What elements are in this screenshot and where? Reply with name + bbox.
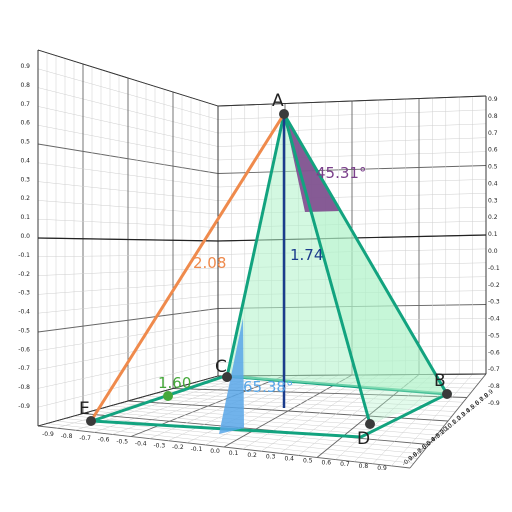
tick-label: 0.0	[488, 248, 498, 255]
edge-ad	[282, 113, 372, 425]
label-c: C	[215, 357, 227, 377]
segment-ae	[89, 113, 286, 422]
tick-label: -0.6	[18, 346, 30, 353]
tick-label: -0.8	[488, 383, 500, 390]
tick-label: -0.3	[488, 299, 500, 306]
tick-label: -0.2	[488, 282, 500, 289]
tick-label: 0.2	[451, 415, 463, 427]
point-d[interactable]	[365, 419, 375, 429]
label-e: E	[79, 399, 90, 419]
angle-label-apex: 45.31°	[316, 164, 366, 182]
point-e[interactable]	[86, 416, 96, 426]
tick-label: 0.4	[488, 180, 498, 187]
tick-label: -0.4	[135, 440, 147, 447]
tick-label: 0.3	[266, 454, 276, 461]
tick-label: 0.0	[20, 233, 30, 240]
tick-label: 0.6	[20, 120, 30, 127]
tick-label: 0.0	[442, 422, 454, 434]
tick-label: -0.5	[116, 439, 128, 446]
tick-label: -0.1	[488, 265, 500, 272]
tick-label: 0.4	[460, 407, 472, 419]
tick-label: 0.2	[20, 195, 30, 202]
tick-label: -0.5	[488, 332, 500, 339]
label-d: D	[357, 429, 370, 449]
tick-label: 0.7	[488, 130, 498, 137]
tick-label: -0.7	[79, 435, 91, 442]
tick-label: 0.9	[488, 96, 498, 103]
tick-label: 0.1	[229, 450, 239, 457]
tick-label: 0.4	[284, 456, 294, 463]
point-b[interactable]	[442, 389, 452, 399]
point-a[interactable]	[279, 109, 289, 119]
tick-label: 0.1	[20, 214, 30, 221]
tick-label: -0.2	[18, 271, 30, 278]
tick-label: 0.8	[359, 463, 369, 470]
tick-label: -0.5	[18, 327, 30, 334]
tick-label: 0.9	[20, 63, 30, 70]
length-label-height: 1.74	[290, 246, 323, 264]
tick-label: 0.0	[210, 448, 220, 455]
tick-label: 0.6	[488, 147, 498, 154]
tick-label: 0.3	[456, 411, 468, 423]
tick-label: -0.3	[18, 290, 30, 297]
tick-label: -0.2	[172, 444, 184, 451]
tick-label: 0.8	[488, 113, 498, 120]
edge-ab	[282, 113, 449, 395]
midpoint-marker[interactable]	[163, 391, 173, 401]
label-a: A	[272, 91, 284, 111]
tick-label: 0.2	[488, 214, 498, 221]
tick-label: -0.3	[153, 442, 165, 449]
tick-label: -0.8	[61, 433, 73, 440]
tick-label: 0.6	[322, 459, 332, 466]
tick-label: 0.9	[377, 465, 387, 472]
pyramid-face-acb	[227, 114, 447, 394]
tick-label: 0.5	[303, 457, 313, 464]
tick-label: 0.8	[478, 392, 490, 404]
edge-ac	[225, 113, 286, 378]
length-label-green: 1.60	[158, 374, 191, 392]
axis-tick-labels: 0.90.80.70.60.50.40.30.20.10.0-0.1-0.2-0…	[18, 63, 500, 472]
tick-label: 0.7	[340, 461, 350, 468]
tick-label: -0.9	[42, 431, 54, 438]
tick-label: 0.6	[469, 399, 481, 411]
tick-label: -0.6	[488, 349, 500, 356]
angle-label-base: 65.38°	[243, 378, 293, 396]
tick-label: -0.4	[18, 309, 30, 316]
tick-label: -0.4	[488, 316, 500, 323]
tick-label: 0.7	[474, 396, 486, 408]
tick-label: 0.4	[20, 157, 30, 164]
tick-label: -0.7	[488, 366, 500, 373]
tick-label: 0.9	[483, 388, 495, 400]
tick-label: 0.5	[465, 403, 477, 415]
tick-label: 0.1	[488, 231, 498, 238]
tick-label: -0.9	[18, 403, 30, 410]
tick-label: -0.9	[488, 400, 500, 407]
tick-label: -0.7	[18, 365, 30, 372]
tick-label: 0.3	[20, 176, 30, 183]
tick-label: 0.3	[488, 197, 498, 204]
tick-label: 0.2	[247, 452, 257, 459]
tick-label: -0.6	[98, 437, 110, 444]
tick-label: 0.8	[20, 82, 30, 89]
tick-label: 0.5	[20, 139, 30, 146]
tick-label: -0.1	[18, 252, 30, 259]
tick-label: -0.1	[191, 446, 203, 453]
label-b: B	[434, 371, 446, 391]
tick-label: 0.1	[446, 418, 458, 430]
point-c[interactable]	[222, 372, 232, 382]
tick-label: 0.5	[488, 164, 498, 171]
tick-label: -0.8	[18, 384, 30, 391]
tick-label: 0.7	[20, 101, 30, 108]
length-label-ae: 2.08	[193, 254, 226, 272]
